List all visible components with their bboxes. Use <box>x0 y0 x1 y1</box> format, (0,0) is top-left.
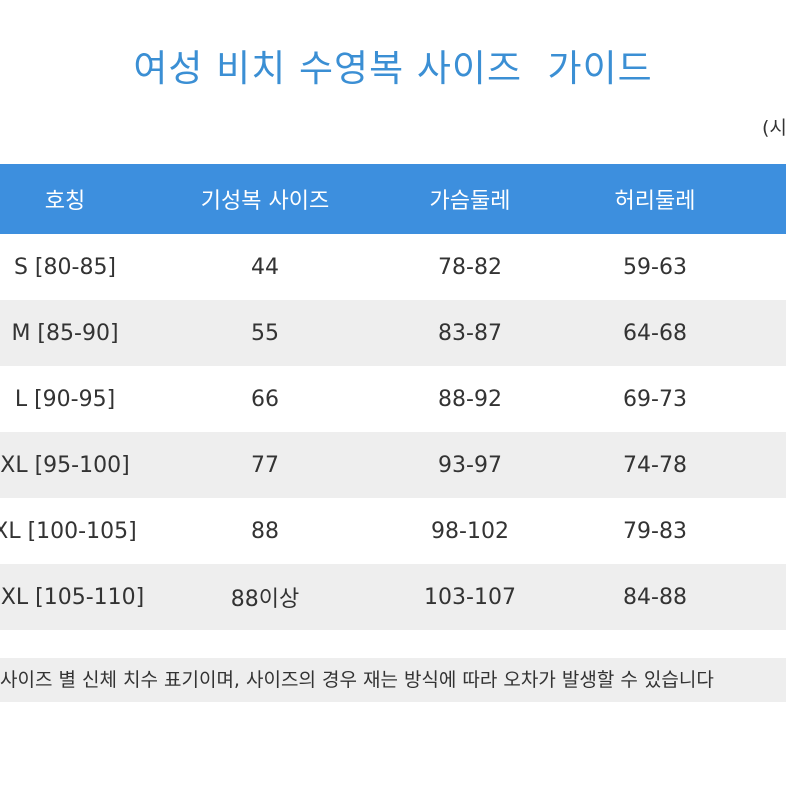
size-label-cell: M [85-90] <box>11 320 119 346</box>
waist-cell: 69-73 <box>623 386 687 412</box>
table-row: XL [95-100] 77 93-97 74-78 <box>0 432 786 498</box>
waist-cell: 59-63 <box>623 254 687 280</box>
bust-cell: 88-92 <box>438 386 502 412</box>
waist-cell: 74-78 <box>623 452 687 478</box>
ready-to-wear-size-cell: 88 <box>251 518 279 544</box>
size-label-cell: L [90-95] <box>14 386 116 412</box>
size-label-cell: XL [100-105] <box>0 518 137 544</box>
page-title: 여성 비치 수영복 사이즈 가이드 <box>133 47 653 90</box>
bust-cell: 103-107 <box>424 584 516 610</box>
table-row: M [85-90] 55 83-87 64-68 <box>0 300 786 366</box>
header-ready-to-wear-size: 기성복 사이즈 <box>200 189 330 214</box>
ready-to-wear-size-cell: 44 <box>251 254 279 280</box>
bust-cell: 78-82 <box>438 254 502 280</box>
size-label-cell: S [80-85] <box>13 254 117 280</box>
waist-cell: 64-68 <box>623 320 687 346</box>
size-label-cell: XL [95-100] <box>0 452 130 478</box>
size-label-cell: XXL [105-110] <box>0 584 145 610</box>
ready-to-wear-size-cell: 55 <box>251 320 279 346</box>
footnote-bar: 사이즈 별 신체 치수 표기이며, 사이즈의 경우 재는 방식에 따라 오차가 … <box>0 658 786 702</box>
header-bust: 가슴둘레 <box>429 189 511 214</box>
unit-note: (시 <box>762 117 786 139</box>
ready-to-wear-size-cell: 77 <box>251 452 279 478</box>
footnote-text: 사이즈 별 신체 치수 표기이며, 사이즈의 경우 재는 방식에 따라 오차가 … <box>0 669 714 691</box>
table-row: XL [100-105] 88 98-102 79-83 <box>0 498 786 564</box>
ready-to-wear-size-cell: 66 <box>251 386 279 412</box>
header-size-label: 호칭 <box>44 189 86 214</box>
waist-cell: 84-88 <box>623 584 687 610</box>
bust-cell: 83-87 <box>438 320 502 346</box>
bust-cell: 98-102 <box>431 518 509 544</box>
table-header: 호칭 기성복 사이즈 가슴둘레 허리둘레 <box>0 164 786 234</box>
table-row: XXL [105-110] 88이상 103-107 84-88 <box>0 564 786 630</box>
waist-cell: 79-83 <box>623 518 687 544</box>
table-row: L [90-95] 66 88-92 69-73 <box>0 366 786 432</box>
bust-cell: 93-97 <box>438 452 502 478</box>
ready-to-wear-size-cell: 88이상 <box>230 587 300 612</box>
header-waist: 허리둘레 <box>614 189 696 214</box>
table-row: S [80-85] 44 78-82 59-63 <box>0 234 786 300</box>
